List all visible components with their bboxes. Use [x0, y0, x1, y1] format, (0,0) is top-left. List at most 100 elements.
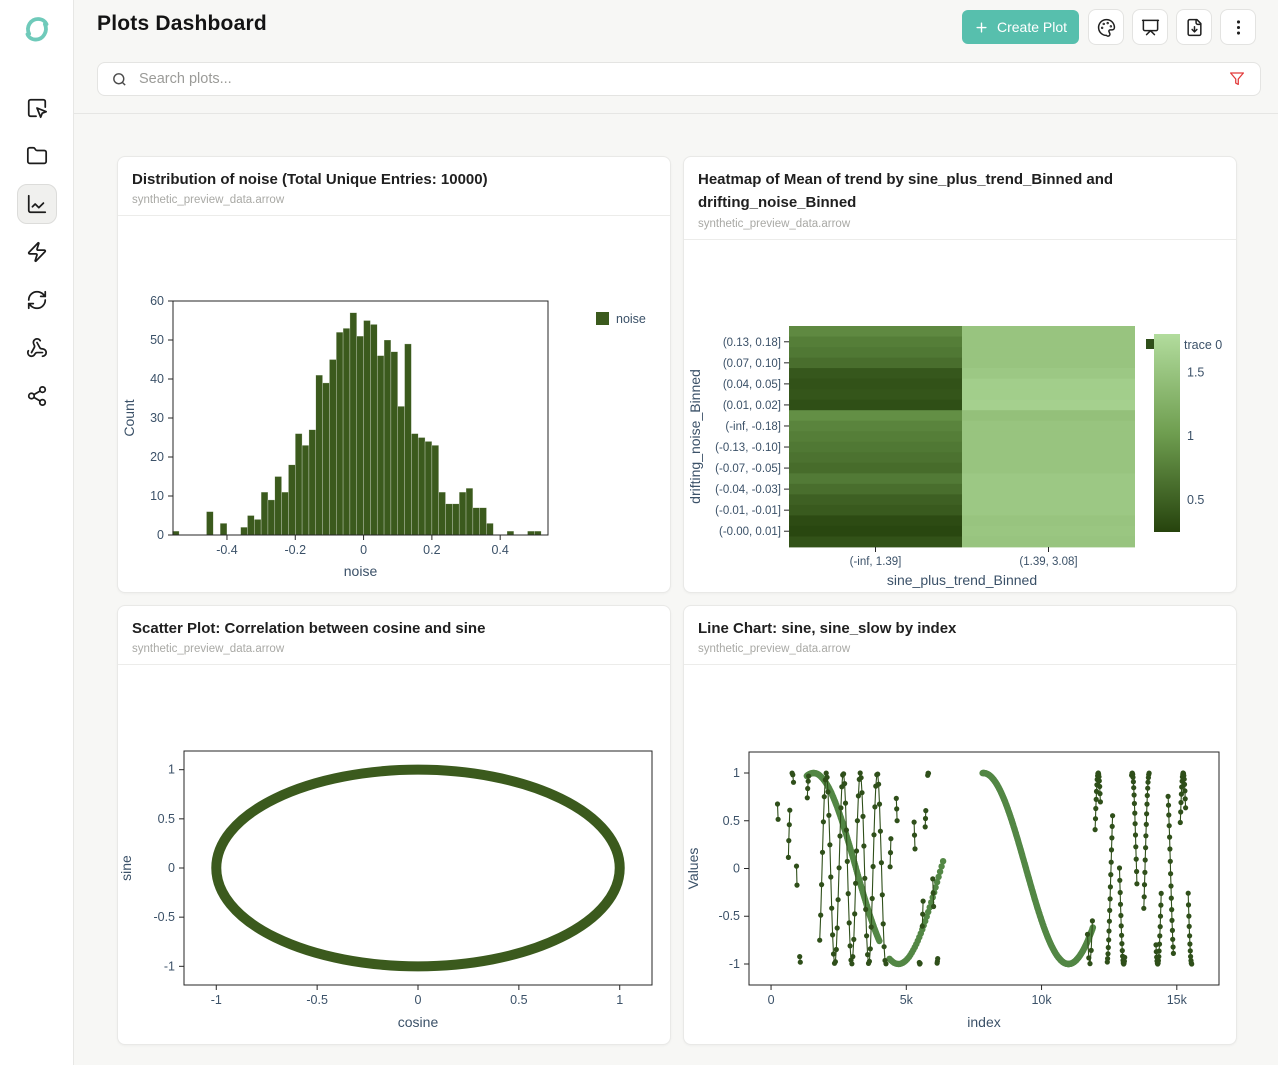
search-bar	[97, 62, 1261, 96]
svg-text:0.5: 0.5	[158, 812, 175, 826]
square-mouse-pointer-icon	[27, 98, 48, 119]
svg-text:0: 0	[768, 993, 775, 1007]
svg-text:-1: -1	[729, 957, 740, 971]
svg-text:-1: -1	[164, 959, 175, 973]
card-subtitle: synthetic_preview_data.arrow	[132, 643, 285, 656]
svg-text:Values: Values	[685, 848, 701, 890]
app-logo-icon[interactable]	[18, 10, 56, 48]
create-plot-label: Create Plot	[996, 19, 1068, 35]
svg-text:0: 0	[157, 528, 164, 542]
card-subtitle: synthetic_preview_data.arrow	[132, 194, 285, 207]
card-subtitle: synthetic_preview_data.arrow	[698, 217, 851, 230]
folder-icon	[26, 146, 48, 165]
svg-text:0.2: 0.2	[423, 543, 440, 557]
sidebar-item-webhooks[interactable]	[17, 328, 57, 368]
plot-card-histogram: Distribution of noise (Total Unique Entr…	[117, 156, 671, 593]
svg-text:0.5: 0.5	[510, 993, 527, 1007]
svg-text:0: 0	[733, 862, 740, 876]
card-title: Distribution of noise (Total Unique Entr…	[132, 171, 488, 188]
more-vertical-icon	[1236, 19, 1240, 35]
refresh-icon	[27, 290, 47, 310]
card-header: Line Chart: sine, sine_slow by index syn…	[684, 606, 1236, 666]
svg-text:10: 10	[150, 489, 164, 503]
card-header: Scatter Plot: Correlation between cosine…	[118, 606, 670, 666]
card-header: Heatmap of Mean of trend by sine_plus_tr…	[684, 157, 1236, 240]
theme-palette-button[interactable]	[1088, 9, 1124, 45]
svg-text:10k: 10k	[1031, 993, 1052, 1007]
card-title: Scatter Plot: Correlation between cosine…	[132, 620, 486, 637]
share-icon	[27, 385, 47, 407]
svg-text:1: 1	[733, 766, 740, 780]
search-icon	[113, 72, 126, 86]
svg-text:sine: sine	[118, 855, 134, 881]
presentation-button[interactable]	[1132, 9, 1168, 45]
card-title: Line Chart: sine, sine_slow by index	[698, 620, 957, 637]
svg-text:5k: 5k	[900, 993, 914, 1007]
svg-text:(0.04, 0.05]: (0.04, 0.05]	[723, 379, 781, 391]
page-title: Plots Dashboard	[97, 12, 267, 35]
create-plot-button[interactable]: Create Plot	[962, 10, 1079, 44]
sidebar-item-plots[interactable]	[17, 184, 57, 224]
card-title: Heatmap of Mean of trend by sine_plus_tr…	[698, 171, 1114, 212]
card-header: Distribution of noise (Total Unique Entr…	[118, 157, 670, 217]
svg-text:sine_plus_trend_Binned: sine_plus_trend_Binned	[887, 572, 1037, 588]
svg-text:-0.4: -0.4	[216, 543, 238, 557]
svg-text:-0.5: -0.5	[306, 993, 328, 1007]
svg-text:1: 1	[1187, 429, 1194, 443]
svg-text:index: index	[967, 1014, 1000, 1030]
sidebar-item-files[interactable]	[17, 136, 57, 176]
scatter-plot[interactable]: -1 -0.5 0 0.5 1 -1 -0.5 0 0.5 1 cosine sine	[118, 660, 672, 1046]
svg-text:cosine: cosine	[398, 1014, 439, 1030]
svg-text:-0.2: -0.2	[284, 543, 306, 557]
svg-text:30: 30	[150, 411, 164, 425]
svg-text:-1: -1	[211, 993, 222, 1007]
svg-text:(-0.07, -0.05]: (-0.07, -0.05]	[715, 463, 781, 475]
sidebar-item-actions[interactable]	[17, 232, 57, 272]
svg-text:60: 60	[150, 294, 164, 308]
sidebar-item-select-tool[interactable]	[17, 88, 57, 128]
plot-card-scatter: Scatter Plot: Correlation between cosine…	[117, 605, 671, 1045]
filter-funnel-icon[interactable]	[1228, 70, 1246, 88]
sidebar-item-share[interactable]	[17, 376, 57, 416]
svg-text:trace 0: trace 0	[1184, 338, 1222, 352]
export-file-button[interactable]	[1176, 9, 1212, 45]
svg-text:0.5: 0.5	[1187, 493, 1204, 507]
plot-card-line: Line Chart: sine, sine_slow by index syn…	[683, 605, 1237, 1045]
svg-text:15k: 15k	[1167, 993, 1188, 1007]
card-subtitle: synthetic_preview_data.arrow	[698, 643, 851, 656]
more-options-button[interactable]	[1220, 9, 1256, 45]
histogram-plot[interactable]: -0.4 -0.2 0 0.2 0.4 0 10 20 30 40 50 60 noise Count no…	[118, 216, 672, 594]
svg-text:1: 1	[168, 763, 175, 777]
svg-text:noise: noise	[344, 563, 378, 579]
svg-text:0: 0	[168, 861, 175, 875]
svg-text:(-0.04, -0.03]: (-0.04, -0.03]	[715, 484, 781, 496]
sidebar	[0, 0, 74, 1065]
search-input[interactable]	[139, 71, 1228, 87]
svg-text:-0.5: -0.5	[718, 909, 740, 923]
palette-icon	[1097, 18, 1115, 37]
svg-text:50: 50	[150, 333, 164, 347]
svg-text:(-0.01, -0.01]: (-0.01, -0.01]	[715, 505, 781, 517]
svg-text:1: 1	[616, 993, 623, 1007]
svg-text:0: 0	[415, 993, 422, 1007]
heatmap-plot[interactable]: (0.13, 0.18] (0.07, 0.10] (0.04, 0.05] (0.0…	[684, 241, 1238, 594]
line-plot[interactable]: 0 5k 10k 15k -1 -0.5 0 0.5 1 index Values	[684, 660, 1238, 1046]
presentation-icon	[1141, 19, 1159, 35]
svg-text:0.4: 0.4	[491, 543, 508, 557]
file-download-icon	[1186, 18, 1202, 36]
plus-icon	[976, 21, 987, 33]
svg-text:drifting_noise_Binned: drifting_noise_Binned	[687, 369, 703, 504]
svg-text:0: 0	[360, 543, 367, 557]
svg-text:(0.13, 0.18]: (0.13, 0.18]	[723, 337, 781, 349]
sidebar-item-sync[interactable]	[17, 280, 57, 320]
zap-icon	[27, 241, 47, 263]
svg-text:40: 40	[150, 372, 164, 386]
header-divider	[74, 113, 1278, 114]
svg-text:(-inf, 1.39]: (-inf, 1.39]	[850, 556, 902, 568]
plot-card-heatmap: Heatmap of Mean of trend by sine_plus_tr…	[683, 156, 1237, 593]
svg-text:(0.07, 0.10]: (0.07, 0.10]	[723, 358, 781, 370]
svg-text:(-0.00, 0.01]: (-0.00, 0.01]	[719, 526, 781, 538]
svg-text:Count: Count	[121, 399, 137, 436]
svg-text:(-0.13, -0.10]: (-0.13, -0.10]	[715, 442, 781, 454]
svg-text:20: 20	[150, 450, 164, 464]
